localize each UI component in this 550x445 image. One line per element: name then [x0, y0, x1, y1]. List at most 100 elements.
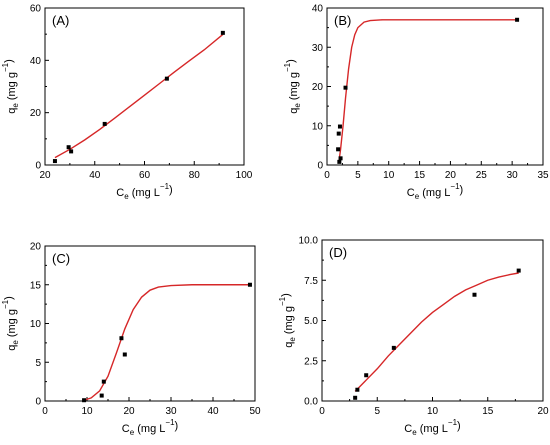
data-point	[355, 387, 360, 392]
y-tick-label: 0.0	[304, 397, 318, 408]
data-point	[515, 17, 520, 22]
y-axis-label-part: −1	[278, 296, 287, 306]
x-axis-label-part: e	[130, 428, 135, 437]
data-point	[336, 147, 341, 152]
y-axis-label-part: −1	[1, 62, 10, 72]
panel-a-frame	[44, 7, 245, 166]
x-axis-label-part: (mg L	[134, 423, 165, 435]
x-tick-label: 35	[537, 170, 549, 181]
y-tick-label: 10.0	[299, 236, 319, 247]
y-axis-label-part: q	[6, 345, 18, 351]
x-tick-label: 80	[189, 170, 201, 181]
y-axis-label-part: −1	[283, 62, 292, 72]
x-axis-label-part: C	[116, 187, 124, 199]
fit-curve	[54, 33, 224, 159]
fit-curve	[338, 19, 518, 164]
x-tick-label: 10	[427, 406, 439, 417]
y-axis-label-part: (mg g	[6, 72, 18, 103]
data-point	[220, 30, 225, 35]
data-point	[164, 76, 169, 81]
data-point	[516, 268, 521, 273]
data-point	[82, 398, 87, 403]
data-point	[364, 373, 369, 378]
y-axis-label-part: (mg g	[6, 309, 18, 340]
x-tick-label: 30	[165, 406, 177, 417]
x-axis-label-part: C	[407, 187, 415, 199]
panel-d-frame	[321, 239, 544, 402]
x-axis-label-part: C	[122, 423, 130, 435]
panel-label: (D)	[329, 245, 347, 260]
y-tick-label: 7.5	[304, 276, 318, 287]
y-axis-label-part: )	[285, 59, 297, 63]
data-point	[69, 149, 74, 154]
x-tick-label: 10	[81, 406, 93, 417]
x-tick-label: 50	[249, 406, 261, 417]
x-axis-label-part: C	[404, 423, 412, 435]
y-tick-label: 40	[312, 4, 324, 15]
x-axis-label-part: )	[457, 420, 461, 432]
x-tick-label: 25	[476, 170, 488, 181]
x-tick-label: 20	[537, 406, 549, 417]
x-tick-label: 20	[123, 406, 135, 417]
x-axis-label-part: e	[412, 428, 417, 437]
x-tick-label: 100	[236, 170, 253, 181]
data-point	[472, 292, 477, 297]
data-point	[336, 131, 341, 136]
x-axis-label-part: e	[124, 192, 129, 201]
x-tick-label: 10	[383, 170, 395, 181]
y-axis-label-part: e	[293, 103, 302, 108]
panel-d: 0 5 10 15 20 0.0 2.5 5.0 7.5 10.0 (D) Ce (mg L−1) qe…	[278, 236, 549, 438]
data-point	[337, 159, 342, 164]
x-axis-label: Ce (mg L−1)	[404, 418, 460, 437]
y-axis-label-part: )	[3, 296, 15, 300]
data-point	[338, 156, 343, 161]
y-axis-label-part: )	[280, 293, 292, 297]
data-point	[66, 145, 71, 150]
y-tick-label: 20	[30, 242, 42, 253]
y-tick-label: 0	[35, 161, 41, 172]
x-tick-label: 40	[89, 170, 101, 181]
x-axis-label-part: −1	[448, 418, 458, 427]
x-axis-label-part: )	[175, 420, 179, 432]
data-point	[102, 121, 107, 126]
y-tick-label: 0	[35, 397, 41, 408]
x-axis-label-part: (mg L	[419, 187, 450, 199]
y-tick-label: 5.0	[304, 316, 318, 327]
y-axis-label-part: (mg g	[288, 72, 300, 103]
x-tick-label: 60	[139, 170, 151, 181]
y-tick-label: 40	[30, 56, 42, 67]
x-tick-label: 5	[374, 406, 380, 417]
x-axis-label: Ce (mg L−1)	[407, 182, 463, 201]
x-tick-label: 40	[207, 406, 219, 417]
y-tick-label: 15	[30, 280, 42, 291]
fit-curve	[354, 272, 519, 392]
data-point	[101, 379, 106, 384]
y-axis-label-part: q	[6, 108, 18, 114]
y-tick-label: 60	[30, 4, 42, 15]
x-axis-label: Ce (mg L−1)	[122, 418, 178, 437]
x-axis-label-part: e	[415, 192, 420, 201]
x-axis-label-part: (mg L	[129, 187, 160, 199]
x-tick-label: 15	[482, 406, 494, 417]
panel-c-frame	[44, 245, 256, 402]
fit-curve	[83, 284, 250, 401]
data-point	[337, 124, 342, 129]
y-axis-label: qe (mg g−1)	[278, 293, 297, 348]
data-point	[119, 336, 124, 341]
y-tick-label: 20	[30, 108, 42, 119]
x-tick-label: 20	[445, 170, 457, 181]
x-tick-label: 0	[319, 406, 325, 417]
x-tick-label: 30	[507, 170, 519, 181]
y-tick-label: 2.5	[304, 356, 318, 367]
y-axis-label-part: −1	[1, 299, 10, 309]
panel-label: (B)	[334, 13, 351, 28]
x-tick-label: 0	[324, 170, 330, 181]
x-tick-label: 5	[355, 170, 361, 181]
x-axis-label-part: )	[169, 184, 173, 196]
y-axis-label: qe (mg g−1)	[1, 296, 20, 351]
data-point	[247, 282, 252, 287]
y-axis-label-part: e	[11, 340, 20, 345]
y-axis-label: qe (mg g−1)	[1, 59, 20, 114]
